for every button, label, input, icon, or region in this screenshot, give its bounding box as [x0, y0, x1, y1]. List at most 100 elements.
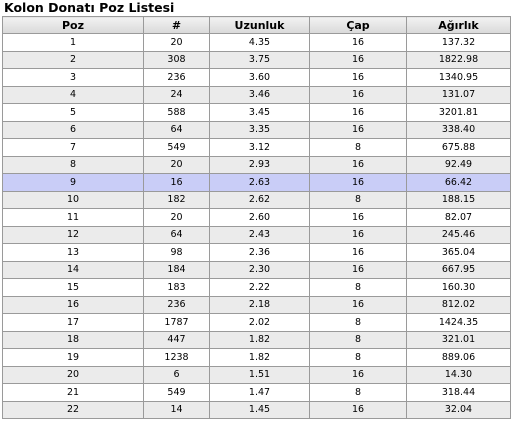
- cell-weight: 82.07: [406, 208, 511, 227]
- table-row[interactable]: 22 14 1.45 16 32.04: [2, 400, 511, 419]
- cell-length: 3.46: [209, 85, 310, 104]
- cell-weight: 1424.35: [406, 313, 511, 332]
- table-row[interactable]: 21 549 1.47 8 318.44: [2, 383, 511, 402]
- table-row[interactable]: 5 588 3.45 16 3201.81: [2, 103, 511, 122]
- table-row[interactable]: 1 20 4.35 16 137.32: [2, 33, 511, 52]
- cell-diameter: 16: [309, 225, 407, 244]
- cell-weight: 1340.95: [406, 68, 511, 87]
- cell-length: 2.22: [209, 278, 310, 297]
- cell-length: 3.45: [209, 103, 310, 122]
- table-row[interactable]: 15 183 2.22 8 160.30: [2, 278, 511, 297]
- cell-diameter: 16: [309, 155, 407, 174]
- table-row[interactable]: 2 308 3.75 16 1822.98: [2, 50, 511, 69]
- cell-weight: 338.40: [406, 120, 511, 139]
- cell-weight: 32.04: [406, 400, 511, 419]
- cell-poz: 12: [2, 225, 144, 244]
- cell-poz: 14: [2, 260, 144, 279]
- cell-diameter: 8: [309, 313, 407, 332]
- table-row[interactable]: 16 236 2.18 16 812.02: [2, 295, 511, 314]
- cell-length: 1.82: [209, 330, 310, 349]
- cell-diameter: 16: [309, 400, 407, 419]
- cell-count: 183: [143, 278, 210, 297]
- cell-length: 2.60: [209, 208, 310, 227]
- cell-diameter: 8: [309, 138, 407, 157]
- cell-weight: 245.46: [406, 225, 511, 244]
- cell-count: 16: [143, 173, 210, 192]
- cell-count: 20: [143, 208, 210, 227]
- cell-weight: 14.30: [406, 365, 511, 384]
- table-row[interactable]: 3 236 3.60 16 1340.95: [2, 68, 511, 87]
- cell-length: 3.35: [209, 120, 310, 139]
- cell-length: 2.93: [209, 155, 310, 174]
- table-row[interactable]: 4 24 3.46 16 131.07: [2, 85, 511, 104]
- column-header-count[interactable]: #: [143, 16, 210, 34]
- cell-count: 447: [143, 330, 210, 349]
- cell-weight: 3201.81: [406, 103, 511, 122]
- cell-poz: 3: [2, 68, 144, 87]
- cell-weight: 667.95: [406, 260, 511, 279]
- cell-weight: 137.32: [406, 33, 511, 52]
- cell-poz: 11: [2, 208, 144, 227]
- cell-poz: 6: [2, 120, 144, 139]
- table-row[interactable]: 14 184 2.30 16 667.95: [2, 260, 511, 279]
- table-row[interactable]: 8 20 2.93 16 92.49: [2, 155, 511, 174]
- rebar-schedule-table: Poz # Uzunluk Çap Ağırlık 1 20 4.35 16 137.3…: [2, 16, 511, 419]
- table-body: 1 20 4.35 16 137.32 2 308 3.75 16 1822.98 3 236 3.60…: [2, 33, 511, 419]
- cell-diameter: 16: [309, 208, 407, 227]
- cell-poz: 22: [2, 400, 144, 419]
- cell-diameter: 16: [309, 33, 407, 52]
- cell-length: 1.82: [209, 348, 310, 367]
- cell-count: 588: [143, 103, 210, 122]
- cell-length: 2.18: [209, 295, 310, 314]
- cell-weight: 160.30: [406, 278, 511, 297]
- cell-diameter: 16: [309, 173, 407, 192]
- cell-length: 2.43: [209, 225, 310, 244]
- column-header-weight[interactable]: Ağırlık: [406, 16, 511, 34]
- cell-count: 24: [143, 85, 210, 104]
- cell-diameter: 16: [309, 260, 407, 279]
- cell-diameter: 8: [309, 330, 407, 349]
- cell-poz: 19: [2, 348, 144, 367]
- table-row[interactable]: 11 20 2.60 16 82.07: [2, 208, 511, 227]
- table-row[interactable]: 6 64 3.35 16 338.40: [2, 120, 511, 139]
- cell-count: 1238: [143, 348, 210, 367]
- cell-length: 2.36: [209, 243, 310, 262]
- cell-count: 236: [143, 295, 210, 314]
- cell-diameter: 8: [309, 278, 407, 297]
- cell-length: 1.51: [209, 365, 310, 384]
- cell-diameter: 16: [309, 85, 407, 104]
- cell-count: 20: [143, 33, 210, 52]
- cell-poz: 5: [2, 103, 144, 122]
- table-row[interactable]: 9 16 2.63 16 66.42: [2, 173, 511, 192]
- cell-diameter: 8: [309, 348, 407, 367]
- cell-weight: 188.15: [406, 190, 511, 209]
- column-header-length[interactable]: Uzunluk: [209, 16, 310, 34]
- cell-count: 549: [143, 138, 210, 157]
- table-row[interactable]: 17 1787 2.02 8 1424.35: [2, 313, 511, 332]
- column-header-diameter[interactable]: Çap: [309, 16, 407, 34]
- table-row[interactable]: 7 549 3.12 8 675.88: [2, 138, 511, 157]
- table-row[interactable]: 12 64 2.43 16 245.46: [2, 225, 511, 244]
- cell-weight: 675.88: [406, 138, 511, 157]
- table-row[interactable]: 19 1238 1.82 8 889.06: [2, 348, 511, 367]
- cell-weight: 321.01: [406, 330, 511, 349]
- cell-count: 182: [143, 190, 210, 209]
- cell-weight: 1822.98: [406, 50, 511, 69]
- cell-poz: 17: [2, 313, 144, 332]
- column-header-poz[interactable]: Poz: [2, 16, 144, 34]
- table-row[interactable]: 20 6 1.51 16 14.30: [2, 365, 511, 384]
- table-row[interactable]: 10 182 2.62 8 188.15: [2, 190, 511, 209]
- cell-poz: 10: [2, 190, 144, 209]
- cell-length: 3.75: [209, 50, 310, 69]
- table-row[interactable]: 13 98 2.36 16 365.04: [2, 243, 511, 262]
- cell-count: 549: [143, 383, 210, 402]
- cell-weight: 812.02: [406, 295, 511, 314]
- table-row[interactable]: 18 447 1.82 8 321.01: [2, 330, 511, 349]
- cell-poz: 16: [2, 295, 144, 314]
- cell-count: 236: [143, 68, 210, 87]
- cell-poz: 18: [2, 330, 144, 349]
- cell-length: 3.12: [209, 138, 310, 157]
- cell-count: 20: [143, 155, 210, 174]
- cell-diameter: 16: [309, 103, 407, 122]
- cell-count: 14: [143, 400, 210, 419]
